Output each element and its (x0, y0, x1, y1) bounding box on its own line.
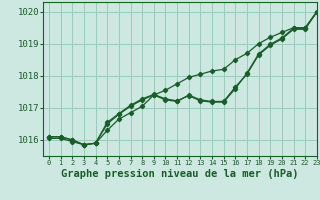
X-axis label: Graphe pression niveau de la mer (hPa): Graphe pression niveau de la mer (hPa) (61, 169, 299, 179)
